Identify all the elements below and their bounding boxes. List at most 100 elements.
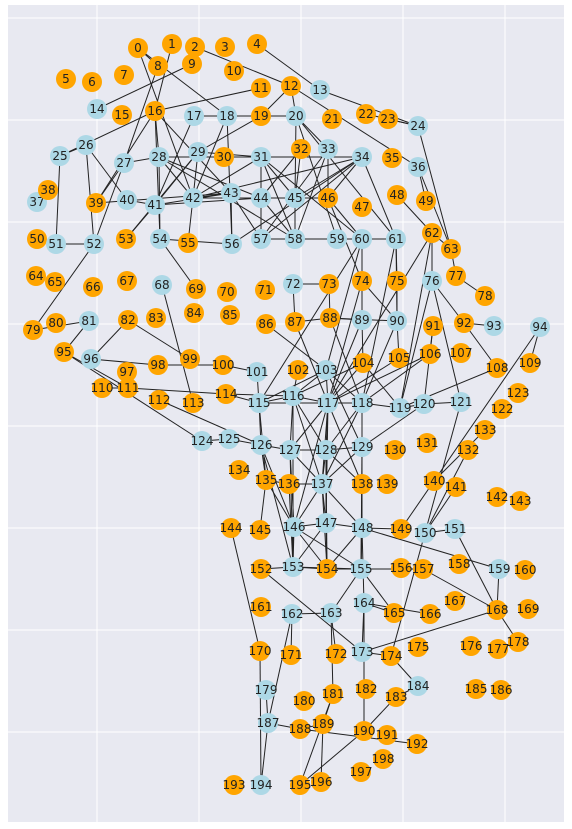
node-154: 154 (316, 559, 339, 579)
node-circle (386, 229, 406, 249)
node-89: 89 (352, 310, 372, 330)
node-64: 64 (26, 266, 46, 286)
edge-148-159 (361, 527, 500, 570)
node-circle (247, 34, 267, 54)
node-198: 198 (372, 749, 395, 769)
node-label: 62 (424, 226, 439, 240)
node-label: 77 (448, 269, 463, 283)
node-label: 22 (358, 107, 373, 121)
node-label: 136 (278, 477, 301, 491)
node-circle (422, 271, 442, 291)
node-circle (311, 772, 331, 792)
node-181: 181 (322, 684, 344, 704)
node-label: 122 (491, 402, 514, 416)
node-circle (145, 101, 165, 121)
node-circle (118, 378, 138, 398)
node-circle (327, 229, 347, 249)
node-label: 149 (390, 522, 413, 536)
node-circle (188, 142, 208, 162)
node-circle (352, 474, 372, 494)
node-circle (417, 433, 437, 453)
node-0: 0 (128, 38, 148, 58)
node-circle (116, 229, 136, 249)
node-circle (286, 106, 306, 126)
node-96: 96 (81, 349, 101, 369)
node-157: 157 (412, 559, 434, 579)
node-label: 162 (281, 607, 304, 621)
node-circle (475, 286, 495, 306)
node-label: 67 (119, 274, 134, 288)
node-140: 140 (423, 471, 445, 491)
node-circle (283, 557, 303, 577)
edge-20-59 (295, 115, 338, 240)
node-27: 27 (114, 153, 134, 173)
node-circle (112, 105, 132, 125)
node-label: 112 (148, 393, 171, 407)
node-label: 33 (320, 142, 335, 156)
node-label: 19 (253, 109, 268, 123)
node-4: 4 (247, 34, 267, 54)
node-label: 132 (457, 443, 480, 457)
node-circle (221, 183, 241, 203)
node-5: 5 (56, 69, 76, 89)
node-circle (285, 188, 305, 208)
node-circle (420, 344, 440, 364)
node-label: 25 (52, 149, 67, 163)
node-label: 86 (258, 317, 273, 331)
node-circle (184, 106, 204, 126)
node-label: 8 (154, 59, 162, 73)
node-circle (152, 275, 172, 295)
node-label: 170 (249, 644, 272, 658)
node-label: 118 (351, 396, 374, 410)
node-22: 22 (356, 104, 376, 124)
node-label: 36 (410, 160, 425, 174)
node-76: 76 (422, 271, 442, 291)
node-circle (508, 632, 528, 652)
node-circle (149, 390, 169, 410)
node-label: 198 (372, 752, 395, 766)
node-178: 178 (507, 632, 529, 652)
node-label: 168 (486, 603, 509, 617)
node-circle (217, 282, 237, 302)
node-circle (217, 106, 237, 126)
node-45: 45 (285, 188, 305, 208)
node-label: 39 (88, 196, 103, 210)
node-78: 78 (475, 286, 495, 306)
edge-9-14 (96, 63, 193, 110)
node-circle (352, 642, 372, 662)
node-82: 82 (118, 310, 138, 330)
node-label: 17 (186, 109, 201, 123)
node-label: 143 (509, 494, 532, 508)
node-circle (377, 474, 397, 494)
node-label: 108 (486, 361, 509, 375)
node-circle (45, 272, 65, 292)
node-label: 97 (119, 365, 134, 379)
node-circle (530, 317, 550, 337)
edge-157-168 (422, 568, 498, 611)
edge-126-153 (260, 444, 294, 568)
node-circle (250, 520, 270, 540)
edge-62-119 (399, 232, 433, 409)
node-circle (416, 191, 436, 211)
node-label: 175 (407, 640, 430, 654)
edge-34-45 (294, 156, 363, 199)
node-3: 3 (215, 37, 235, 57)
node-circle (488, 639, 508, 659)
node-label: 65 (47, 275, 62, 289)
node-label: 119 (389, 401, 412, 415)
node-label: 154 (316, 562, 339, 576)
node-circle (353, 353, 373, 373)
edge-162-187 (267, 613, 293, 724)
node-circle (192, 431, 212, 451)
node-label: 78 (477, 289, 492, 303)
edge-31-42 (192, 156, 262, 199)
node-label: 87 (287, 315, 302, 329)
node-label: 195 (289, 778, 312, 792)
node-circle (128, 38, 148, 58)
node-circle (451, 343, 471, 363)
node-110: 110 (91, 378, 113, 398)
node-circle (454, 313, 474, 333)
node-label: 186 (490, 683, 513, 697)
node-circle (279, 474, 299, 494)
node-circle (251, 775, 271, 795)
